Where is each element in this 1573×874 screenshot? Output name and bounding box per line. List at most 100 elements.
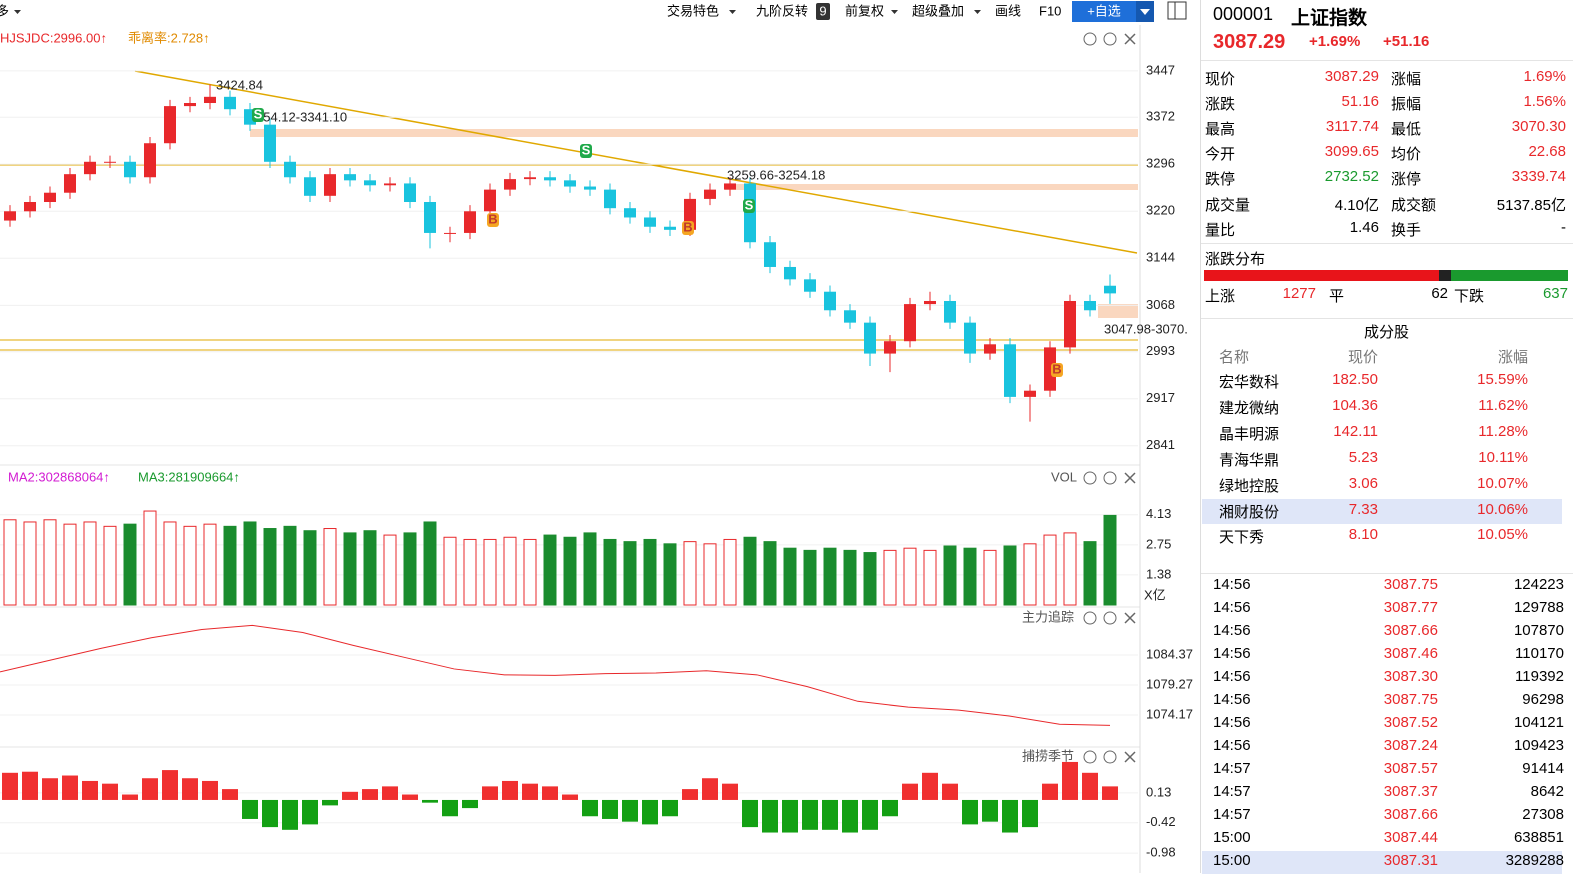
season-bar [1002,799,1018,833]
toolbar-item[interactable]: 九阶反转 [756,3,808,18]
quote-value: 3117.74 [1325,118,1379,135]
toolbar-item[interactable]: 前复权 [845,3,884,18]
panel-icon [1083,611,1097,625]
toolbar-item[interactable]: 交易特色 [667,3,719,18]
candle-body [864,322,876,354]
volume-bar [83,521,97,606]
candle-body [464,211,476,233]
quote-label: 跌停 [1205,171,1236,188]
quote-value: 3339.74 [1511,168,1566,185]
layout-icon[interactable] [1167,1,1187,20]
signal-marker [580,144,592,158]
trade-time: 14:56 [1213,691,1251,708]
trade-time: 14:56 [1213,576,1251,593]
volume-bar [383,534,397,606]
candle-body [1084,300,1096,311]
divider [1201,60,1573,61]
trade-value: 129788 [1513,599,1564,616]
chart-area: 多 交易特色 九阶反转 前复权 超级叠加 画线 F10 9 +自选 3447 3372 3296 322… [0,1,1193,873]
candle-body [1104,285,1116,294]
indicator: MA2:302868064↑ [8,469,110,484]
candle-body [804,279,816,292]
trade-value: 107870 [1513,622,1564,639]
trade-value: 124223 [1513,576,1564,593]
add-button[interactable] [1072,1,1154,22]
zone [1098,304,1138,318]
cell-value: 5.23 [1348,448,1378,466]
season-bar [522,783,538,800]
volume-bar [703,543,717,606]
close-icon [1124,472,1136,484]
panel-title: VOL [1051,469,1077,484]
volume-bar [463,538,477,606]
candle-body [644,217,656,227]
trade-time: 14:56 [1213,645,1251,662]
trade-time: 14:57 [1213,760,1251,777]
candle-body [604,189,616,209]
candle-body [1024,390,1036,397]
toolbar-item[interactable]: F10 [1039,3,1061,18]
cell-value: 10.05% [1477,526,1528,544]
candle-body [304,177,316,196]
volume-bar [863,552,877,606]
volume-bar [1043,534,1057,606]
dropdown-arrow [891,10,898,14]
cell-value: 8.10 [1348,526,1378,544]
season-bar [822,799,838,830]
season-bar [702,778,718,800]
y-tick-label: 2.75 [1146,536,1171,551]
volume-bar [583,532,597,606]
trade-value: 3087.52 [1383,714,1438,731]
candle-body [484,189,496,212]
candle-body [224,96,236,110]
candle-body [664,226,676,230]
volume-bar [1003,545,1017,606]
y-tick-label: 2841 [1146,437,1175,452]
stock-name: 宏华数科 [1219,374,1280,391]
season-bar [962,799,978,825]
signal-label: S [745,197,754,212]
toolbar-item[interactable]: 超级叠加 [912,3,964,18]
dist-count: 637 [1542,285,1568,302]
season-bar [1082,772,1098,800]
quote-value: 1.69% [1523,68,1566,85]
volume-bar [203,523,217,606]
quote-label: 现价 [1205,71,1236,88]
dropdown-arrow [14,10,21,14]
trade-time: 14:56 [1213,622,1251,639]
volume-bar [43,519,57,606]
panel-icon [1083,32,1097,46]
cell-value: 142.11 [1333,422,1378,440]
quote-label: 今开 [1205,146,1236,163]
quote-label: 振幅 [1391,96,1422,113]
signal-label: S [254,106,263,121]
trade-value: 3289288 [1505,852,1564,869]
volume-bar [443,536,457,606]
name: 上证指数 [1291,8,1368,29]
season-bar [642,799,658,825]
season-bar [282,799,298,830]
price: 3087.29 [1213,31,1286,53]
season-bar [1062,761,1078,800]
volume-bar [363,530,377,606]
season-bar [1022,799,1038,828]
y-tick-label: 3296 [1146,156,1175,171]
dropdown-arrow [1140,9,1150,15]
code: 000001 [1213,4,1274,24]
trade-time: 14:56 [1213,737,1251,754]
signal-marker [487,213,499,227]
price-annotation: 3047.98-3070. [1104,321,1188,336]
dist-label: 下跌 [1454,288,1485,305]
candle-body [324,174,336,196]
indicator: HJSJDC:2996.00↑ [0,30,107,45]
volume-bar [483,538,497,606]
volume-bar [283,525,297,606]
signal-marker [682,221,694,235]
season-bar [662,799,678,817]
volume-bar [983,549,997,606]
season-bar [862,799,878,830]
volume-bar [743,536,757,606]
season-bar [482,786,498,800]
trade-value: 3087.30 [1383,668,1438,685]
toolbar-item[interactable]: 画线 [995,3,1021,18]
